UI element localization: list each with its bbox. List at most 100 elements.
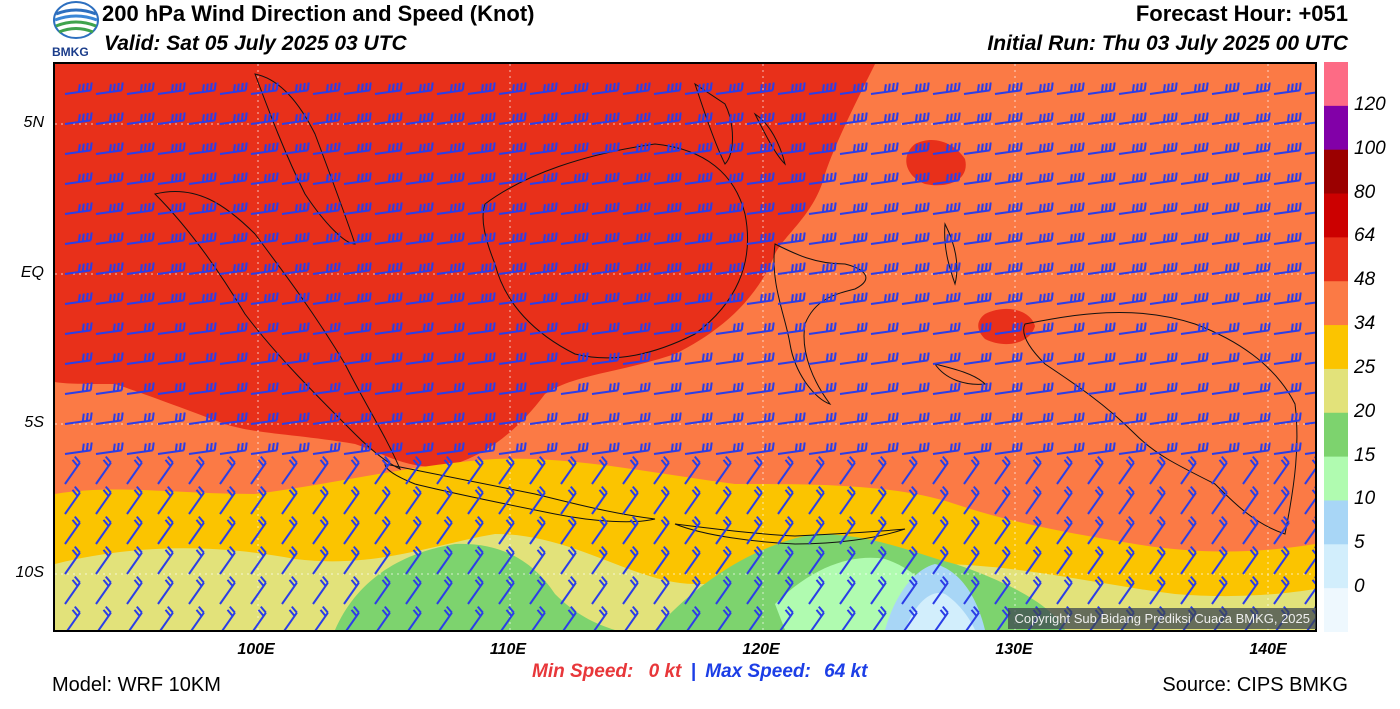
wind-barb: [591, 382, 620, 395]
wind-barb: [560, 455, 577, 485]
wind-barb: [1304, 576, 1315, 605]
wind-barb: [684, 322, 713, 335]
wind-barb: [1056, 142, 1085, 155]
wind-barb: [64, 322, 93, 335]
wind-barb: [529, 82, 558, 95]
wind-barb: [1180, 322, 1209, 335]
wind-barb: [188, 322, 217, 335]
colorbar-segment: [1324, 412, 1348, 458]
wind-barb: [622, 142, 651, 155]
initial-run: Initial Run: Thu 03 July 2025 00 UTC: [987, 32, 1348, 55]
wind-barb: [839, 575, 856, 605]
wind-barb: [622, 382, 651, 395]
wind-barb: [591, 112, 620, 125]
colorbar-label: 120: [1354, 93, 1386, 115]
wind-barb: [64, 202, 93, 215]
wind-barb: [560, 262, 589, 275]
wind-barb: [932, 382, 961, 395]
wind-barb: [529, 412, 558, 425]
wind-barb: [901, 202, 930, 215]
wind-barb: [932, 442, 961, 455]
wind-barb: [64, 142, 93, 155]
wind-barb: [1211, 172, 1240, 185]
wind-barb: [1304, 456, 1315, 485]
wind-barb: [1211, 485, 1228, 515]
colorbar-label: 34: [1354, 313, 1376, 335]
wind-barb: [126, 82, 155, 95]
wind-barb: [622, 82, 651, 95]
wind-barb: [467, 142, 496, 155]
wind-barb: [684, 545, 701, 575]
wind-barb: [64, 292, 93, 305]
wind-barb: [839, 112, 868, 125]
wind-barb: [188, 575, 205, 605]
wind-barb: [746, 455, 763, 485]
wind-barb: [64, 412, 93, 425]
lat-label-5n: 5N: [23, 114, 44, 131]
wind-barb: [219, 442, 248, 455]
wind-barb: [95, 82, 124, 95]
wind-barb: [746, 352, 775, 365]
wind-barb: [1025, 575, 1042, 605]
wind-barb: [1242, 322, 1271, 335]
wind-barb: [622, 485, 639, 515]
wind-barb: [126, 455, 143, 485]
wind-barb: [1273, 455, 1290, 485]
wind-barb: [95, 292, 124, 305]
wind-barb: [1118, 262, 1147, 275]
wind-barb: [560, 82, 589, 95]
wind-barb: [655, 605, 670, 630]
wind-barb: [1087, 82, 1116, 95]
wind-barb: [932, 232, 961, 245]
wind-barb: [1273, 485, 1290, 515]
wind-barb: [1180, 172, 1209, 185]
lon-label-120e: 120E: [742, 641, 780, 658]
wind-barb: [901, 382, 930, 395]
wind-barb: [777, 292, 806, 305]
wind-barb: [95, 575, 112, 605]
wind-barb: [963, 292, 992, 305]
colorbar-segment: [1324, 149, 1348, 195]
wind-barb: [219, 412, 248, 425]
wind-barb: [1180, 442, 1209, 455]
chart-title: 200 hPa Wind Direction and Speed (Knot): [102, 1, 535, 26]
wind-barb: [529, 172, 558, 185]
wind-barb: [529, 575, 546, 605]
wind-barb: [653, 442, 682, 455]
wind-barb: [684, 202, 713, 215]
wind-barb: [932, 292, 961, 305]
wind-barb: [188, 262, 217, 275]
wind-barb: [64, 442, 93, 455]
wind-barb: [343, 172, 372, 185]
wind-barb: [1211, 515, 1228, 545]
wind-barb: [157, 412, 186, 425]
wind-barb: [1273, 515, 1290, 545]
wind-barb: [126, 262, 155, 275]
wind-barb: [777, 232, 806, 245]
wind-barb: [560, 142, 589, 155]
wind-barb: [64, 382, 93, 395]
wind-barb: [653, 172, 682, 185]
wind-barb: [1087, 352, 1116, 365]
wind-barb: [1211, 292, 1240, 305]
wind-barb: [312, 575, 329, 605]
wind-barb: [95, 262, 124, 275]
wind-barb: [1273, 112, 1302, 125]
wind-barb: [994, 232, 1023, 245]
wind-barb: [963, 112, 992, 125]
colorbar-label: 10: [1354, 488, 1376, 510]
wind-barb: [808, 112, 837, 125]
wind-barb: [901, 262, 930, 275]
wind-barb: [808, 485, 825, 515]
wind-barb: [314, 605, 329, 630]
wind-barb: [1056, 82, 1085, 95]
wind-barb: [312, 262, 341, 275]
wind-barb: [684, 82, 713, 95]
wind-barb: [622, 322, 651, 335]
wind-barb: [808, 172, 837, 185]
wind-barb: [808, 232, 837, 245]
wind-barb: [622, 172, 651, 185]
wind-barb: [1211, 545, 1228, 575]
wind-barb: [777, 352, 806, 365]
wind-barb: [188, 352, 217, 365]
